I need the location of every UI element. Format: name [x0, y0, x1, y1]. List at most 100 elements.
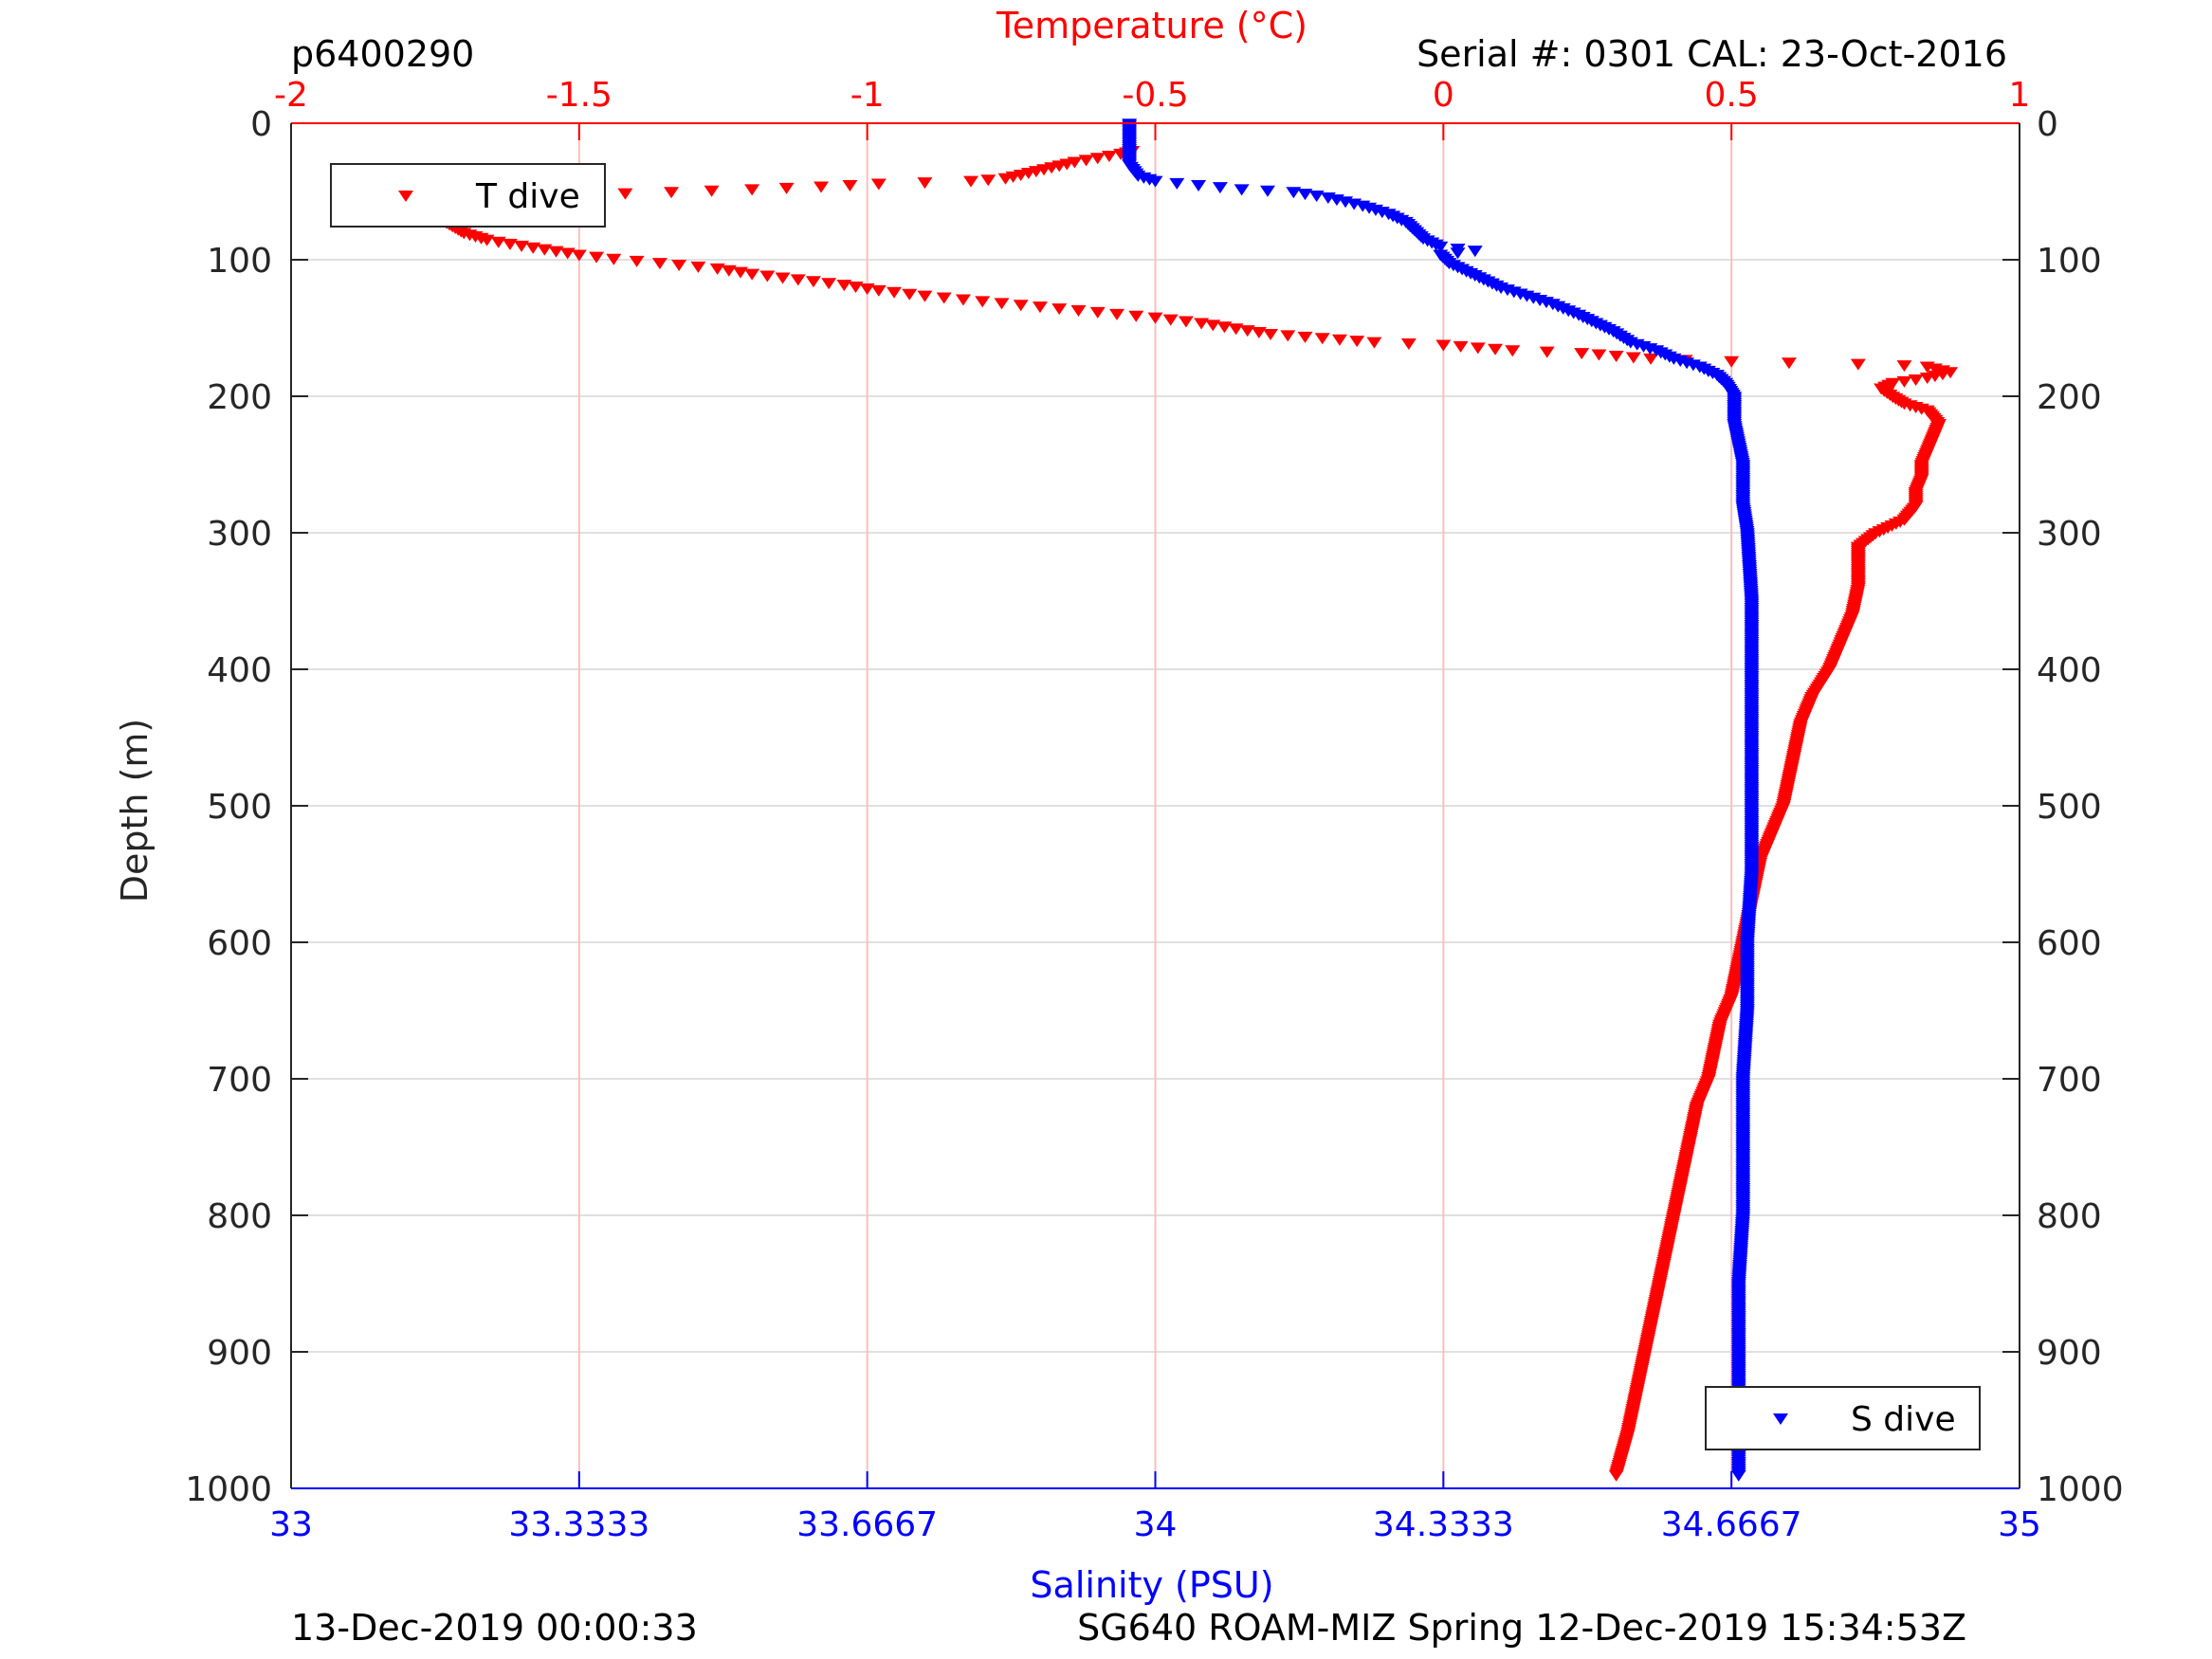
temperature-point [1013, 300, 1029, 312]
temperature-point [651, 258, 667, 270]
salinity-point [1259, 185, 1275, 197]
y-tick-label-right: 900 [2037, 1334, 2102, 1373]
y-tick-label-right: 200 [2037, 378, 2102, 417]
salinity-point [1191, 180, 1207, 191]
temperature-point [589, 251, 605, 264]
footer-mission: SG640 ROAM-MIZ Spring 12-Dec-2019 15:34:… [1077, 1607, 1966, 1649]
bottom-tick-label: 34.3333 [1373, 1505, 1514, 1544]
bottom-tick-label: 35 [1998, 1505, 2041, 1544]
temperature-point [805, 276, 821, 288]
temperature-point [870, 178, 887, 191]
temperature-point [1194, 318, 1210, 330]
temperature-point [1314, 333, 1330, 345]
temperature-point [790, 274, 806, 286]
temperature-point [1162, 314, 1179, 326]
temperature-point [1101, 151, 1117, 163]
y-tick-label-left: 800 [207, 1197, 272, 1236]
salinity-point [1147, 175, 1163, 188]
temperature-point [548, 246, 564, 258]
temperature-point [525, 242, 541, 254]
y-tick-label-left: 1000 [185, 1470, 272, 1509]
temperature-point [936, 292, 952, 304]
temperature-point [917, 290, 933, 302]
bottom-tick-label: 33.6667 [796, 1505, 938, 1544]
temperature-point [963, 175, 979, 188]
tick-labels: 0 0 100 100 200 200 300 300 400 400 500 500 600 600 70… [185, 76, 2123, 1544]
y-tick-label-right: 300 [2037, 515, 2102, 554]
temperature-point [1908, 374, 1924, 386]
temperature-point [1178, 316, 1194, 328]
y-axis-label: Depth (m) [114, 719, 155, 903]
y-tick-label-right: 1000 [2037, 1470, 2124, 1509]
y-tick-label-right: 0 [2037, 105, 2058, 144]
salinity-point [1730, 1469, 1746, 1482]
temperature-point [559, 247, 576, 260]
temperature-point [859, 283, 875, 295]
top-tick-label: -2 [274, 76, 308, 115]
top-tick-label: 0.5 [1705, 76, 1759, 115]
temperature-point [490, 236, 506, 248]
temperature-point [902, 288, 918, 301]
legend-label: T dive [475, 177, 580, 216]
top-tick-label: -1 [850, 76, 885, 115]
y-tick-label-right: 100 [2037, 242, 2102, 281]
temperature-point [1453, 340, 1469, 353]
top-tick-label: -0.5 [1122, 76, 1188, 115]
temperature-series [398, 146, 1959, 1482]
salinity-point [1308, 191, 1325, 203]
temperature-point [690, 261, 706, 273]
header-dive-id: p6400290 [291, 33, 474, 75]
temperature-point [836, 280, 852, 292]
temperature-point [994, 298, 1010, 310]
temperature-point [1280, 330, 1296, 342]
temperature-point [1108, 308, 1124, 320]
temperature-point [744, 268, 760, 281]
temperature-point [1896, 375, 1912, 388]
temperature-point [1216, 321, 1233, 334]
temperature-point [1608, 351, 1624, 362]
bottom-tick-label: 33.3333 [508, 1505, 649, 1544]
temperature-point [848, 282, 864, 294]
bottom-tick-label: 34 [1134, 1505, 1178, 1544]
salinity-point [1286, 187, 1302, 199]
temperature-point [1089, 153, 1106, 165]
bottom-tick-label: 33 [269, 1505, 313, 1544]
legend-s-dive: S dive [1705, 1386, 1981, 1450]
temperature-point [1400, 338, 1417, 351]
temperature-point [1051, 303, 1068, 316]
temperature-point [1919, 373, 1935, 385]
top-tick-label: -1.5 [546, 76, 612, 115]
y-tick-label-right: 600 [2037, 924, 2102, 963]
y-tick-label-left: 700 [207, 1061, 272, 1100]
temperature-point [821, 278, 837, 290]
temperature-point [704, 185, 720, 197]
temperature-point [1435, 339, 1452, 352]
y-tick-label-left: 300 [207, 515, 272, 554]
temperature-point [1263, 328, 1279, 340]
temperature-point [1032, 301, 1048, 314]
temperature-point [1078, 155, 1094, 167]
header-serial-cal: Serial #: 0301 CAL: 23-Oct-2016 [1417, 33, 2007, 75]
y-tick-label-left: 0 [250, 105, 272, 144]
temperature-point [1625, 352, 1641, 364]
temperature-point [732, 266, 748, 279]
y-tick-label-left: 100 [207, 242, 272, 281]
temperature-point [1128, 310, 1144, 322]
top-axis-label: Temperature (°C) [996, 5, 1307, 46]
y-tick-label-right: 800 [2037, 1197, 2102, 1236]
temperature-point [1205, 319, 1221, 332]
top-tick-label: 1 [2009, 76, 2031, 115]
y-tick-label-left: 400 [207, 651, 272, 690]
salinity-point [1234, 184, 1250, 196]
temperature-point [1608, 1469, 1624, 1482]
salinity-point [1450, 247, 1466, 260]
temperature-point [870, 284, 887, 297]
temperature-point [1539, 346, 1555, 358]
temperature-point [1574, 348, 1590, 360]
temperature-point [1896, 360, 1912, 373]
temperature-point [842, 180, 858, 191]
temperature-point [980, 174, 996, 187]
temperature-point [514, 240, 530, 252]
salinity-point [1467, 246, 1483, 258]
temperature-point [1251, 327, 1267, 339]
